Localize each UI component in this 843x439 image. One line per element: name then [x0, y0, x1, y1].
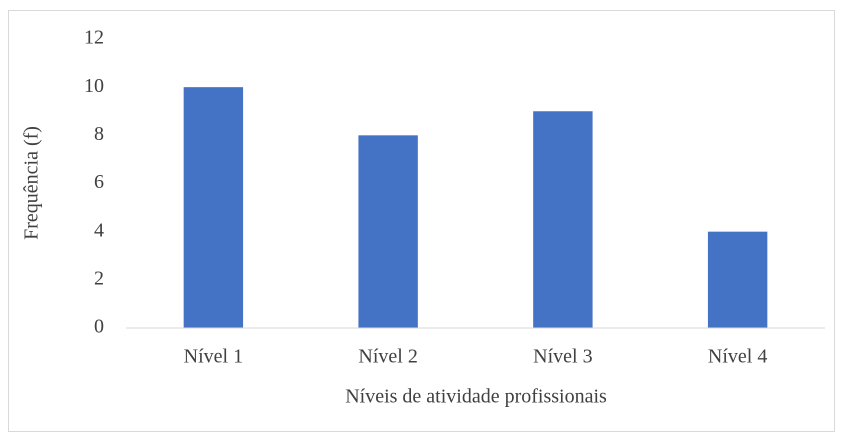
bar: [183, 87, 244, 329]
x-tick-label: Nível 1: [184, 346, 243, 368]
y-tick-label: 12: [84, 27, 104, 49]
y-tick-label: 10: [84, 75, 104, 97]
chart-border: [8, 10, 835, 432]
x-tick-label: Nível 4: [708, 346, 767, 368]
y-tick-label: 2: [94, 267, 104, 289]
y-axis-title: Frequência (f): [21, 126, 43, 240]
x-axis-title: Níveis de atividade profissionais: [345, 386, 607, 408]
y-tick-label: 0: [94, 316, 104, 338]
y-tick-label: 4: [94, 219, 104, 241]
y-tick-label: 8: [94, 123, 104, 145]
bar: [358, 135, 418, 328]
bar: [707, 231, 768, 328]
bar: [533, 111, 593, 328]
x-tick-label: Nível 3: [533, 346, 592, 368]
y-tick-label: 6: [94, 171, 104, 193]
x-tick-label: Nível 2: [358, 346, 417, 368]
